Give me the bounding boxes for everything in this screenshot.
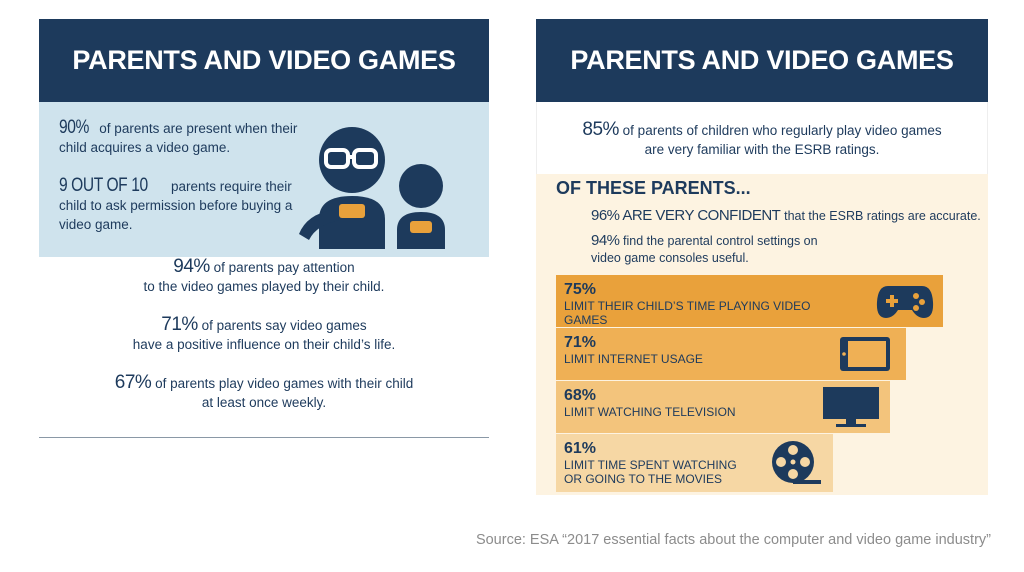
- stat-attention-value: 94%: [173, 256, 210, 277]
- stat-confident: 96% ARE VERY CONFIDENT that the ESRB rat…: [591, 206, 981, 226]
- bar-limit-internet-pct: 71%: [564, 334, 597, 351]
- bar-limit-movies: 61% LIMIT TIME SPENT WATCHING OR GOING T…: [556, 434, 833, 492]
- right-title-banner: PARENTS AND VIDEO GAMES: [536, 19, 988, 102]
- of-these-parents-section: OF THESE PARENTS... 96% ARE VERY CONFIDE…: [536, 174, 988, 495]
- bar-limit-internet-label: LIMIT INTERNET USAGE: [564, 352, 703, 366]
- bar-limit-gaming: 75% LIMIT THEIR CHILD’S TIME PLAYING VID…: [556, 275, 943, 327]
- stat-esrb-familiar: 85% of parents of children who regularly…: [537, 120, 987, 159]
- bar-limit-movies-label-line1: LIMIT TIME SPENT WATCHING: [564, 458, 737, 472]
- bar-limit-movies-pct: 61%: [564, 440, 597, 457]
- left-highlight-box: 90% of parents are present when their ch…: [39, 102, 489, 257]
- stat-present-text: of parents are present when their child …: [59, 121, 298, 155]
- tablet-icon: [840, 337, 890, 371]
- bar-limit-tv: 68% LIMIT WATCHING TELEVISION: [556, 381, 890, 433]
- stat-permission-text: parents require their child to ask permi…: [59, 179, 293, 232]
- of-these-heading: OF THESE PARENTS...: [556, 178, 751, 198]
- stat-esrb-familiar-line2: are very familiar with the ESRB ratings.: [644, 142, 880, 157]
- right-infographic: PARENTS AND VIDEO GAMES 85% of parents o…: [536, 19, 988, 495]
- bar-limit-movies-label-line2: OR GOING TO THE MOVIES: [564, 472, 723, 486]
- gamepad-icon: [876, 286, 934, 318]
- bar-limit-movies-label: LIMIT TIME SPENT WATCHING OR GOING TO TH…: [564, 458, 764, 486]
- stat-influence-value: 71%: [161, 314, 198, 335]
- film-reel-icon: [772, 441, 821, 484]
- stat-confident-value: 96% ARE VERY CONFIDENT: [591, 207, 781, 224]
- stat-parental-controls: 94% find the parental control settings o…: [591, 232, 891, 267]
- stat-play-weekly: 67% of parents play video games with the…: [39, 373, 489, 412]
- stat-play-weekly-line2: at least once weekly.: [201, 395, 327, 410]
- stat-confident-text: that the ESRB ratings are accurate.: [784, 209, 981, 223]
- television-icon: [823, 387, 879, 427]
- bar-limit-tv-label: LIMIT WATCHING TELEVISION: [564, 405, 736, 419]
- stat-present: 90% of parents are present when their ch…: [59, 118, 319, 157]
- stat-parental-controls-value: 94%: [591, 232, 620, 249]
- stat-esrb-familiar-line1: of parents of children who regularly pla…: [622, 123, 942, 138]
- stat-influence-line1: of parents say video games: [201, 318, 367, 333]
- parent-child-icon: [299, 127, 445, 249]
- right-title: PARENTS AND VIDEO GAMES: [570, 45, 954, 75]
- bar-limit-gaming-label: LIMIT THEIR CHILD’S TIME PLAYING VIDEO G…: [564, 299, 811, 327]
- stat-play-weekly-line1: of parents play video games with their c…: [155, 376, 414, 391]
- source-caption: Source: ESA “2017 essential facts about …: [475, 532, 991, 548]
- esrb-familiar-section: 85% of parents of children who regularly…: [536, 102, 988, 174]
- stat-permission: 9 OUT OF 10 parents require their child …: [59, 176, 319, 234]
- stat-attention-line1: of parents pay attention: [213, 260, 355, 275]
- stat-play-weekly-value: 67%: [114, 372, 152, 393]
- stat-influence-line2: have a positive influence on their child…: [132, 337, 396, 352]
- stat-influence: 71% of parents say video games have a po…: [39, 315, 489, 354]
- left-title-banner: PARENTS AND VIDEO GAMES: [39, 19, 489, 102]
- left-stat-list: 94% of parents pay attention to the vide…: [39, 257, 489, 431]
- left-infographic: PARENTS AND VIDEO GAMES 90% of parents a…: [39, 19, 489, 438]
- left-title: PARENTS AND VIDEO GAMES: [72, 45, 456, 75]
- stat-permission-value: 9 OUT OF 10: [59, 175, 148, 196]
- stat-parental-controls-line2: video game consoles useful.: [591, 251, 749, 265]
- stat-esrb-familiar-value: 85%: [582, 119, 619, 140]
- bar-limit-gaming-pct: 75%: [564, 281, 597, 298]
- stat-parental-controls-line1: find the parental control settings on: [623, 234, 818, 248]
- stat-attention-line2: to the video games played by their child…: [143, 279, 385, 294]
- stat-present-value: 90%: [59, 117, 89, 138]
- stat-attention: 94% of parents pay attention to the vide…: [39, 257, 489, 296]
- bar-limit-tv-pct: 68%: [564, 387, 597, 404]
- bar-limit-internet: 71% LIMIT INTERNET USAGE: [556, 328, 906, 380]
